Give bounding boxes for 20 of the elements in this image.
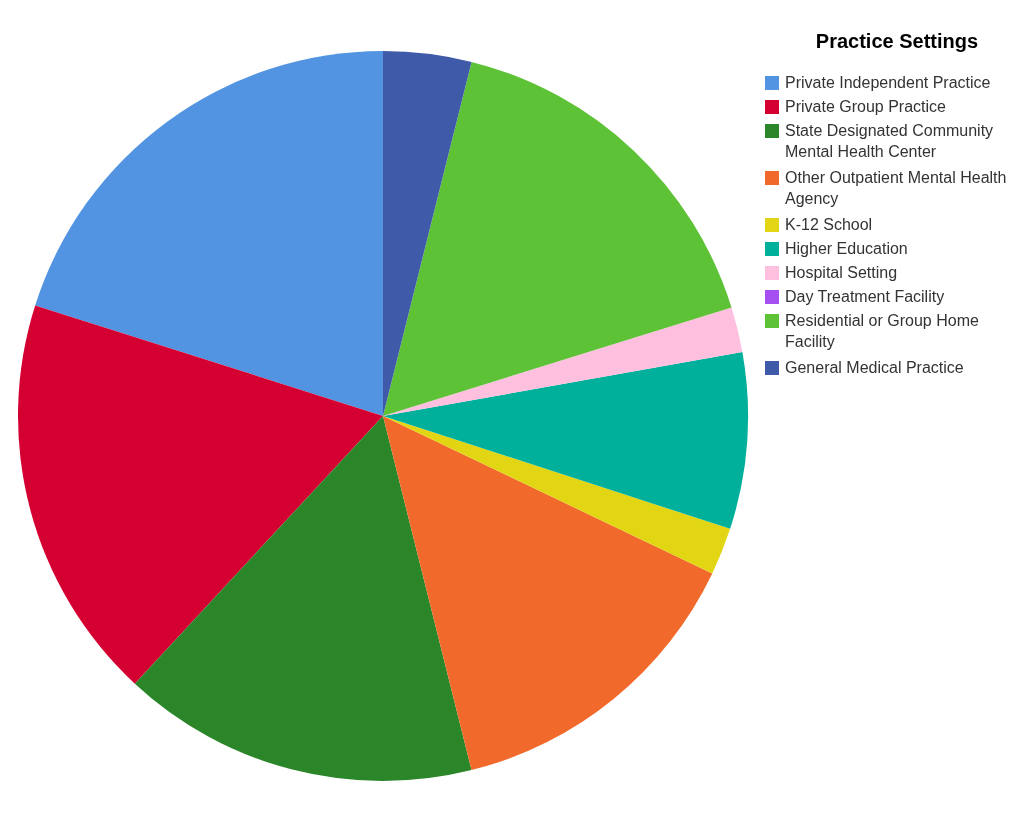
pie-slice bbox=[383, 51, 472, 416]
legend-label: State Designated Community Mental Health Center bbox=[785, 122, 994, 160]
legend-label: Residential or Group Home Facility bbox=[785, 312, 979, 350]
legend-label: Higher Education bbox=[785, 240, 908, 257]
pie-slice bbox=[383, 307, 743, 416]
pie-slice bbox=[383, 352, 748, 529]
legend-title: Practice Settings bbox=[815, 30, 979, 52]
legend-label: Hospital Setting bbox=[785, 264, 898, 281]
pie-slice bbox=[35, 51, 383, 416]
legend-label: Private Independent Practice bbox=[785, 74, 991, 91]
legend-label: K-12 School bbox=[785, 216, 873, 233]
legend-label: Other Outpatient Mental Health Agency bbox=[785, 169, 1007, 207]
pie-slice bbox=[383, 61, 732, 416]
pie-slice bbox=[383, 416, 713, 771]
legend-label: General Medical Practice bbox=[785, 359, 964, 376]
legend-label: Private Group Practice bbox=[785, 98, 947, 115]
pie-slice bbox=[383, 416, 731, 574]
pie-slice bbox=[134, 416, 472, 781]
legend-label: Day Treatment Facility bbox=[785, 288, 945, 305]
pie-slice bbox=[18, 305, 383, 684]
